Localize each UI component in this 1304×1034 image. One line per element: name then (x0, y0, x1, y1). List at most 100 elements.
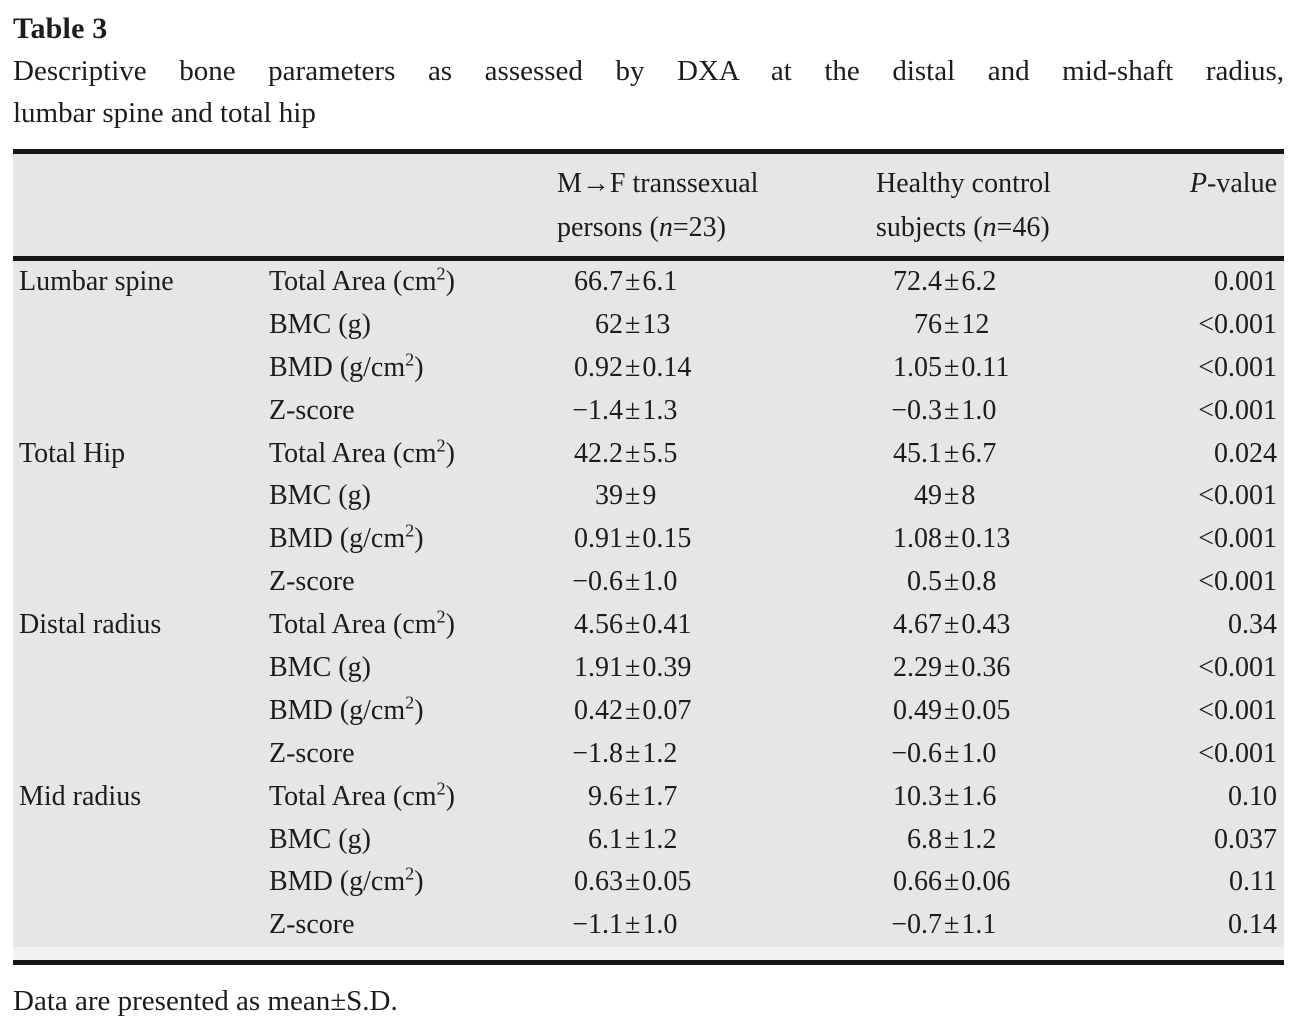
cell-site (19, 647, 269, 690)
cell-site (19, 819, 269, 862)
cell-parameter: Z-score (269, 566, 355, 598)
table-row: BMC (g) 1.91±0.39 2.29±0.36 <0.001 (13, 647, 1284, 690)
cell-hc-value: 45.1±6.7 (893, 437, 997, 469)
cell-pvalue: 0.037 (1214, 823, 1277, 855)
cell-parameter: BMC (g) (269, 480, 371, 512)
header-cell-site (19, 162, 269, 250)
header-tf-line2: persons (n=23) (557, 212, 726, 243)
cell-site (19, 561, 269, 604)
header-tf-line1: M→F transsexual (557, 168, 759, 199)
cell-parameter: Z-score (269, 394, 355, 426)
cell-parameter: BMD (g/cm2) (269, 692, 424, 726)
cell-hc-value: −0.3±1.0 (891, 394, 997, 426)
cell-tf-value: 4.56±0.41 (574, 609, 692, 641)
cell-tf-value: −1.4±1.3 (572, 394, 678, 426)
table-title: Table 3 (13, 12, 108, 45)
table-row: Distal radius Total Area (cm2) 4.56±0.41… (13, 604, 1284, 647)
cell-hc-value: 0.66±0.06 (893, 866, 1011, 898)
cell-pvalue: 0.14 (1228, 909, 1277, 941)
cell-tf-value: 62±13 (595, 308, 671, 340)
table-row: BMD (g/cm2) 0.63±0.05 0.66±0.06 0.11 (13, 861, 1284, 904)
table-row: Mid radius Total Area (cm2) 9.6±1.7 10.3… (13, 776, 1284, 819)
table-row: BMD (g/cm2) 0.42±0.07 0.49±0.05 <0.001 (13, 690, 1284, 733)
cell-parameter: Total Area (cm2) (269, 778, 455, 812)
header-cell-control-group: Healthy control subjects (n=46) (876, 162, 1170, 250)
cell-hc-value: 76±12 (914, 308, 990, 340)
table-footnote: Data are presented as mean±S.D. (13, 985, 398, 1018)
cell-pvalue: <0.001 (1198, 737, 1277, 769)
cell-tf-value: 1.91±0.39 (574, 652, 692, 684)
header-cell-pvalue: P-value (1189, 168, 1277, 199)
cell-hc-value: 1.08±0.13 (893, 523, 1011, 555)
table-row: BMC (g) 39±9 49±8 <0.001 (13, 475, 1284, 518)
table-caption: Descriptive bone parameters as assessed … (13, 50, 1284, 134)
cell-site (19, 347, 269, 390)
cell-pvalue: 0.024 (1214, 437, 1277, 469)
cell-parameter: Total Area (cm2) (269, 606, 455, 641)
cell-pvalue: <0.001 (1198, 523, 1277, 555)
table-row: Z-score −1.1±1.0 −0.7±1.1 0.14 (13, 904, 1284, 947)
cell-pvalue: 0.34 (1228, 609, 1277, 641)
header-cell-transsexual-group: M→F transsexual persons (n=23) (557, 162, 876, 250)
cell-parameter: Z-score (269, 737, 355, 769)
cell-parameter: BMD (g/cm2) (269, 521, 424, 555)
cell-parameter: Z-score (269, 909, 355, 941)
cell-site (19, 690, 269, 733)
cell-site: Mid radius (19, 780, 142, 812)
table-row: Z-score −1.8±1.2 −0.6±1.0 <0.001 (13, 733, 1284, 776)
cell-hc-value: 1.05±0.11 (893, 351, 1010, 383)
header-hc-line1: Healthy control (876, 168, 1051, 199)
table-figure: Table 3 Descriptive bone parameters as a… (13, 8, 1284, 1020)
cell-site (19, 304, 269, 347)
cell-site: Distal radius (19, 609, 162, 641)
cell-pvalue: 0.11 (1229, 866, 1277, 898)
table-row: Z-score −0.6±1.0 0.5±0.8 <0.001 (13, 561, 1284, 604)
cell-site (19, 733, 269, 776)
cell-parameter: BMC (g) (269, 652, 371, 684)
table-caption-line1: Descriptive bone parameters as assessed … (13, 55, 1284, 87)
cell-site: Lumbar spine (19, 266, 174, 297)
table-header-row: M→F transsexual persons (n=23) Healthy c… (13, 154, 1284, 256)
cell-site (19, 518, 269, 561)
cell-tf-value: −1.8±1.2 (572, 737, 678, 769)
table-row: Total Hip Total Area (cm2) 42.2±5.5 45.1… (13, 433, 1284, 476)
cell-pvalue: <0.001 (1198, 351, 1277, 383)
cell-pvalue: <0.001 (1198, 394, 1277, 426)
rule-below-header (13, 256, 1284, 261)
table-row: BMD (g/cm2) 0.91±0.15 1.08±0.13 <0.001 (13, 518, 1284, 561)
cell-hc-value: −0.7±1.1 (891, 909, 997, 941)
rule-bottom (13, 960, 1284, 966)
cell-hc-value: 10.3±1.6 (893, 780, 997, 812)
table-body: Lumbar spine Total Area (cm2) 66.7±6.1 7… (13, 261, 1284, 961)
table-row: BMD (g/cm2) 0.92±0.14 1.05±0.11 <0.001 (13, 347, 1284, 390)
cell-pvalue: 0.001 (1214, 266, 1277, 297)
cell-hc-value: 49±8 (914, 480, 976, 512)
cell-parameter: BMD (g/cm2) (269, 349, 424, 383)
cell-hc-value: 6.8±1.2 (907, 823, 997, 855)
cell-tf-value: 9.6±1.7 (588, 780, 678, 812)
cell-site (19, 904, 269, 947)
cell-tf-value: 66.7±6.1 (574, 266, 678, 297)
table-row: BMC (g) 62±13 76±12 <0.001 (13, 304, 1284, 347)
cell-hc-value: −0.6±1.0 (891, 737, 997, 769)
cell-tf-value: −1.1±1.0 (572, 909, 678, 941)
cell-tf-value: 42.2±5.5 (574, 437, 678, 469)
cell-tf-value: 0.91±0.15 (574, 523, 692, 555)
cell-parameter: BMC (g) (269, 823, 371, 855)
cell-parameter: BMD (g/cm2) (269, 864, 424, 898)
cell-parameter: Total Area (cm2) (269, 435, 455, 469)
cell-tf-value: 0.92±0.14 (574, 351, 692, 383)
cell-site (19, 390, 269, 433)
cell-tf-value: 0.42±0.07 (574, 694, 692, 726)
cell-hc-value: 4.67±0.43 (893, 609, 1011, 641)
cell-tf-value: 6.1±1.2 (588, 823, 678, 855)
table-row: Lumbar spine Total Area (cm2) 66.7±6.1 7… (13, 261, 1284, 304)
table-bottom-gap (13, 947, 1284, 961)
rule-top (13, 149, 1284, 154)
cell-hc-value: 0.5±0.8 (907, 566, 997, 598)
cell-parameter: Total Area (cm2) (269, 263, 455, 297)
cell-hc-value: 72.4±6.2 (893, 266, 997, 297)
cell-hc-value: 2.29±0.36 (893, 652, 1011, 684)
table-row: BMC (g) 6.1±1.2 6.8±1.2 0.037 (13, 819, 1284, 862)
